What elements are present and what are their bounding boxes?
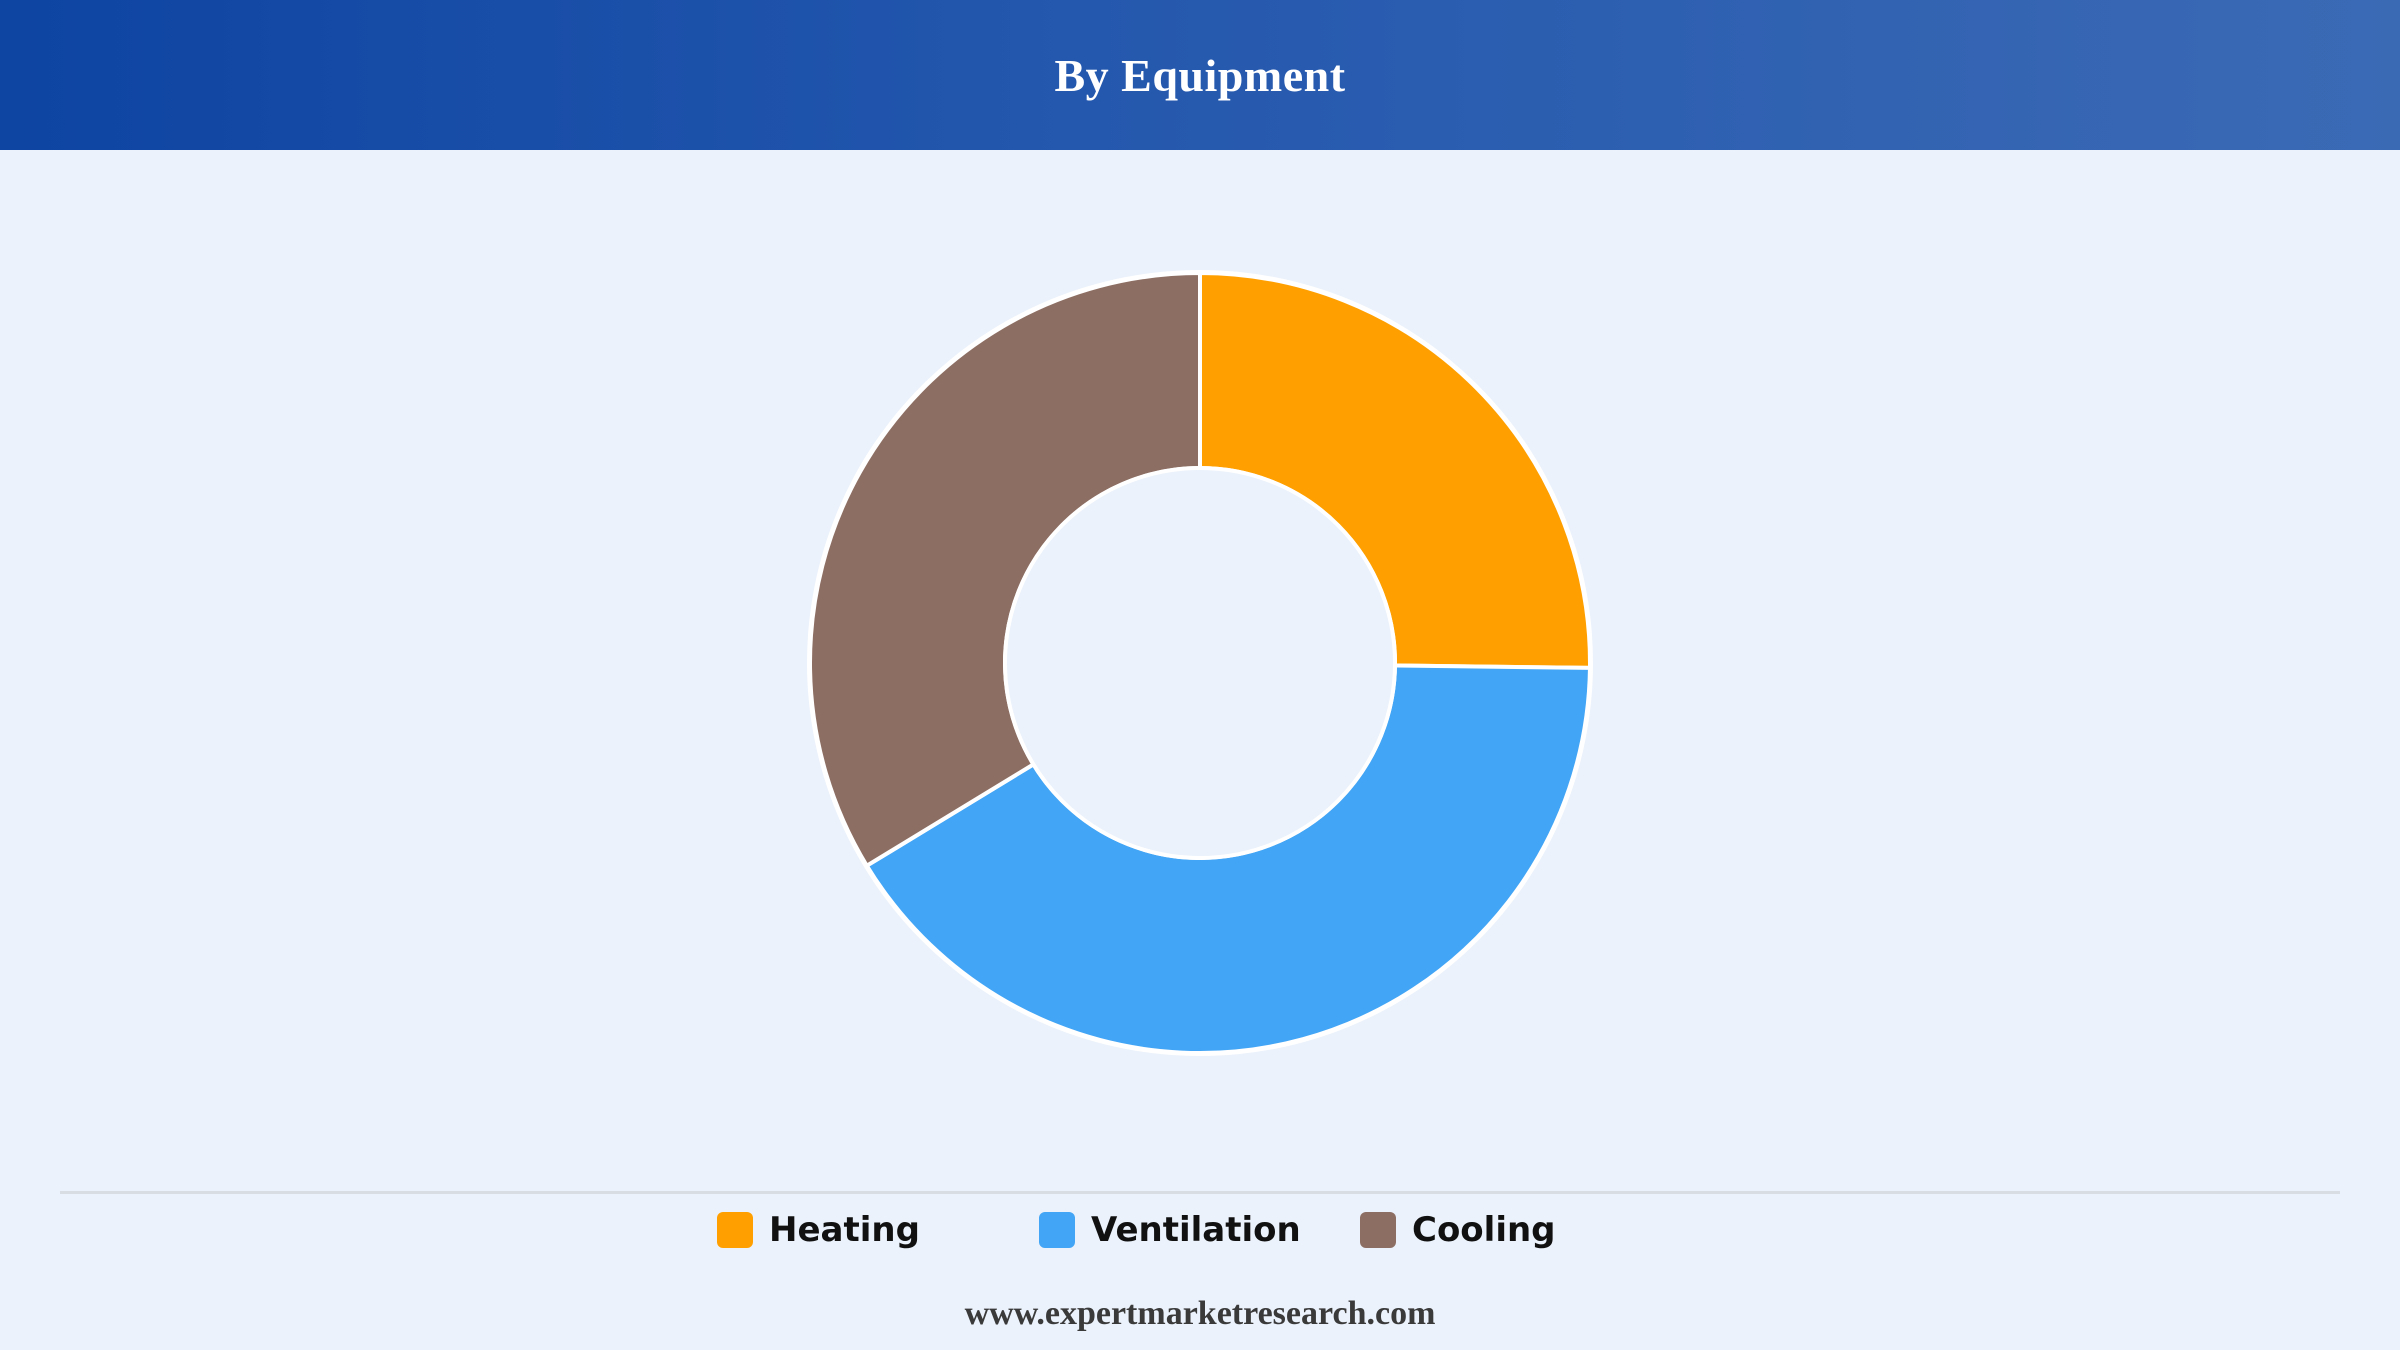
legend-label-heating: Heating bbox=[769, 1210, 920, 1250]
legend-divider bbox=[60, 1191, 2340, 1194]
legend-label-cooling: Cooling bbox=[1412, 1210, 1556, 1250]
legend: Heating Ventilation Cooling bbox=[0, 1205, 2400, 1255]
legend-item-ventilation[interactable]: Ventilation bbox=[1039, 1205, 1301, 1255]
legend-swatch-cooling bbox=[1360, 1212, 1396, 1248]
chart-title: By Equipment bbox=[1054, 49, 1346, 101]
footer-source: www.expertmarketresearch.com bbox=[964, 1295, 1436, 1332]
header-banner: By Equipment bbox=[0, 0, 2400, 150]
donut-hole bbox=[1003, 466, 1397, 860]
legend-item-heating[interactable]: Heating bbox=[717, 1205, 920, 1255]
legend-label-ventilation: Ventilation bbox=[1091, 1210, 1301, 1250]
donut-chart bbox=[807, 270, 1593, 1056]
legend-item-cooling[interactable]: Cooling bbox=[1360, 1205, 1556, 1255]
legend-swatch-heating bbox=[717, 1212, 753, 1248]
legend-swatch-ventilation bbox=[1039, 1212, 1075, 1248]
